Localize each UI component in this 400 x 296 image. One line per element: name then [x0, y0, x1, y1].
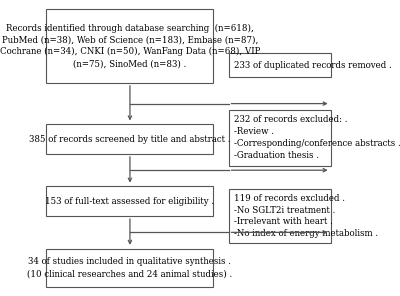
FancyBboxPatch shape	[46, 249, 214, 287]
FancyBboxPatch shape	[229, 53, 331, 77]
Text: 233 of duplicated records removed .: 233 of duplicated records removed .	[234, 61, 391, 70]
Text: Records identified through database searching  (n=618),
PubMed (n=38), Web of Sc: Records identified through database sear…	[0, 23, 260, 68]
FancyBboxPatch shape	[46, 186, 214, 216]
Text: 34 of studies included in qualitative synthesis .
(10 clinical researches and 24: 34 of studies included in qualitative sy…	[27, 258, 232, 278]
Text: 119 of records excluded .
-No SGLT2i treatment .
-Irrelevant with heart .
-No in: 119 of records excluded . -No SGLT2i tre…	[234, 194, 378, 238]
FancyBboxPatch shape	[46, 9, 214, 83]
Text: 385 of records screened by title and abstract .: 385 of records screened by title and abs…	[29, 135, 231, 144]
Text: 232 of records excluded: .
-Review .
-Corresponding/conference abstracts .
-Grad: 232 of records excluded: . -Review . -Co…	[234, 115, 400, 160]
FancyBboxPatch shape	[229, 110, 331, 166]
FancyBboxPatch shape	[46, 124, 214, 154]
Text: 153 of full-text assessed for eligibility .: 153 of full-text assessed for eligibilit…	[45, 197, 214, 206]
FancyBboxPatch shape	[229, 189, 331, 243]
